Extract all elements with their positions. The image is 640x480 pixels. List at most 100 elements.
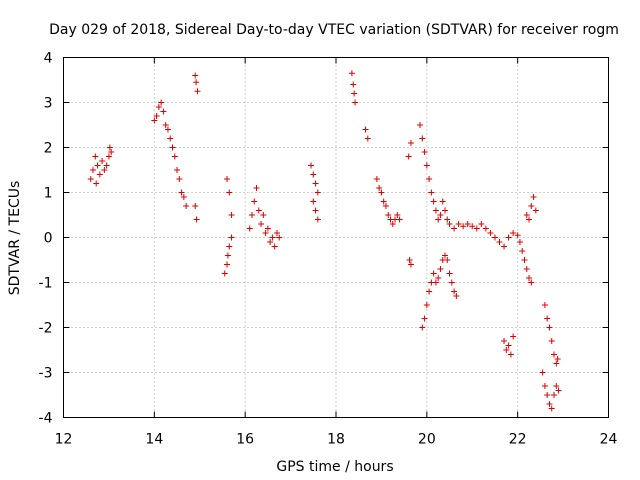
data-point [221,270,228,277]
data-point [155,104,162,110]
data-point [496,239,503,245]
data-point [380,198,387,205]
data-point [444,257,451,263]
data-point [491,234,498,241]
grid [63,57,609,418]
x-tick-label: 20 [418,432,436,448]
data-point [267,239,274,245]
data-point [521,257,528,263]
y-tick-label: 2 [44,141,53,157]
data-point [87,176,94,182]
data-point [523,212,530,218]
data-point [224,261,230,268]
data-point [532,207,539,214]
y-tick-label: -3 [39,366,53,382]
data-point [453,293,460,299]
data-point [276,234,283,241]
data-point [551,351,557,358]
plot-frame [63,57,609,418]
y-tick-label: 1 [44,186,53,202]
data-point [421,315,428,322]
data-point [180,194,187,200]
data-point [442,252,448,259]
data-point [487,230,494,236]
y-axis: -4 -3 -2 -1 0 1 2 3 4 [39,51,609,427]
data-point [437,266,444,272]
data-point [253,185,260,191]
data-point [364,135,371,142]
data-point [548,338,555,344]
data-point [553,360,560,367]
data-point [376,185,383,191]
y-tick-label: 3 [44,96,53,112]
data-point [228,234,235,241]
data-point [501,338,508,344]
data-point [99,158,106,164]
x-tick-label: 16 [236,432,254,448]
data-point [469,223,476,230]
data-point [382,203,389,209]
data-point [423,302,430,308]
data-point [437,212,444,218]
data-point [310,171,317,178]
data-point [264,225,271,232]
chart-title: Day 029 of 2018, Sidereal Day-to-day VTE… [49,22,619,38]
data-point [314,189,321,196]
data-point [555,387,562,394]
data-point [228,212,235,218]
y-tick-label: -2 [39,321,53,337]
data-point [255,207,262,214]
data-point [419,135,426,142]
data-point [516,239,523,245]
data-point [482,225,489,232]
data-point [378,189,385,196]
data-point [478,221,485,227]
y-axis-label: SDTVAR / TECUs [7,181,23,296]
data-point [430,198,437,205]
data-point [224,252,231,259]
data-point [251,198,258,205]
data-point [451,225,458,232]
data-point [423,162,430,169]
data-point [194,88,201,95]
data-point [92,153,99,160]
data-point [432,207,439,214]
data-point [435,275,442,281]
data-point [514,232,521,239]
data-point [273,230,280,236]
data-point [546,324,553,331]
data-point [269,234,276,241]
data-point [426,288,433,295]
x-axis: 12 14 16 18 20 22 24 [55,57,618,448]
data-point [510,230,517,236]
data-point [548,405,555,412]
data-point [432,279,439,286]
data-point [405,153,412,160]
data-point [394,212,401,218]
data-point [446,270,453,277]
x-tick-label: 24 [600,432,618,448]
data-point [158,99,165,106]
x-axis-label: GPS time / hours [276,459,393,475]
x-tick-label: 14 [145,432,163,448]
data-point [169,144,176,151]
y-tick-label: -4 [39,411,53,427]
data-point [446,221,453,227]
data-point [439,198,446,205]
data-point [528,203,535,209]
data-point [94,162,101,169]
x-tick-label: 12 [55,432,73,448]
data-points [87,70,562,412]
data-point [448,279,455,286]
data-point [541,383,548,389]
data-point [96,171,103,178]
data-point [528,279,535,286]
y-tick-label: 4 [44,51,53,67]
data-point [419,324,426,331]
data-point [451,288,458,295]
data-point [362,126,369,133]
data-point [171,153,178,160]
data-point [442,207,448,214]
x-tick-label: 18 [327,432,345,448]
data-point [176,176,183,182]
